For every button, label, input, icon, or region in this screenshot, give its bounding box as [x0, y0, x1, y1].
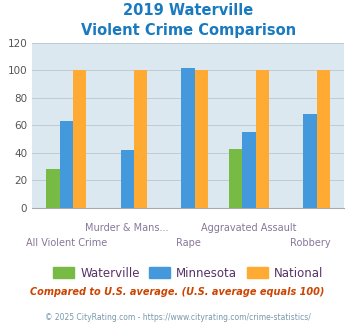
Bar: [317, 70, 330, 208]
Legend: Waterville, Minnesota, National: Waterville, Minnesota, National: [48, 262, 328, 284]
Text: Murder & Mans...: Murder & Mans...: [86, 223, 169, 233]
Bar: [60, 121, 73, 208]
Bar: [195, 70, 208, 208]
Text: Compared to U.S. average. (U.S. average equals 100): Compared to U.S. average. (U.S. average …: [30, 287, 325, 297]
Title: 2019 Waterville
Violent Crime Comparison: 2019 Waterville Violent Crime Comparison: [81, 3, 296, 38]
Bar: [303, 115, 317, 208]
Bar: [120, 150, 134, 208]
Bar: [181, 68, 195, 208]
Bar: [46, 169, 60, 208]
Text: Robbery: Robbery: [290, 239, 331, 248]
Text: Rape: Rape: [176, 239, 201, 248]
Text: All Violent Crime: All Violent Crime: [26, 239, 107, 248]
Bar: [229, 149, 242, 208]
Bar: [73, 70, 86, 208]
Bar: [242, 132, 256, 208]
Text: © 2025 CityRating.com - https://www.cityrating.com/crime-statistics/: © 2025 CityRating.com - https://www.city…: [45, 313, 310, 322]
Text: Aggravated Assault: Aggravated Assault: [201, 223, 297, 233]
Bar: [134, 70, 147, 208]
Bar: [256, 70, 269, 208]
